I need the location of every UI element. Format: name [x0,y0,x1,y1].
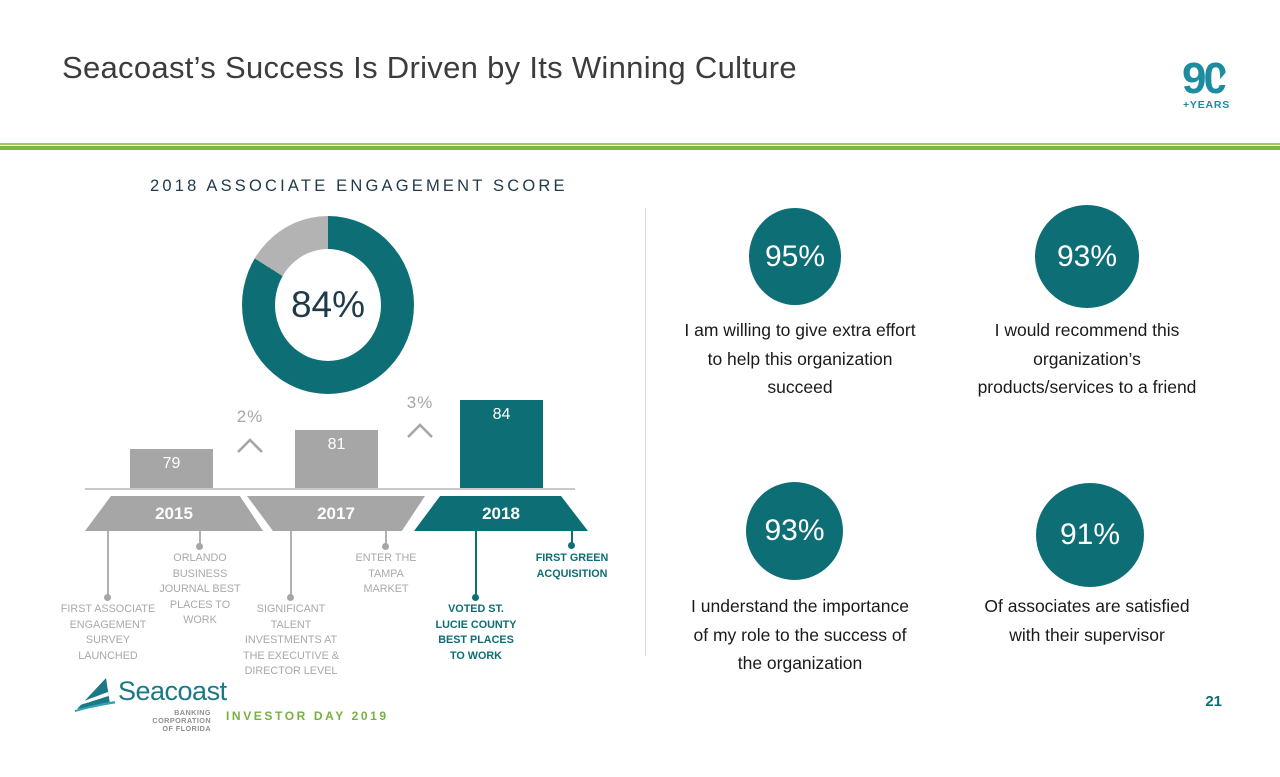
callout-first-associate-survey: FIRST ASSOCIATE ENGAGEMENT SURVEY LAUNCH… [48,602,168,664]
stat-circle-role-importance: 93% [746,482,843,580]
stat-circle-recommend: 93% [1035,205,1139,308]
callout-stem [385,531,387,546]
callout-line: THE EXECUTIVE & [243,649,339,662]
callout-dot [104,594,111,601]
callout-line: INVESTMENTS AT [244,634,338,646]
callout-orlando-best-places: ORLANDO BUSINESS JOURNAL BEST PLACES TO … [140,551,260,629]
callout-dot [568,542,575,549]
callout-dot [196,543,203,550]
callout-st-lucie-best-places: VOTED ST. LUCIE COUNTY BEST PLACES TO WO… [416,602,536,664]
caption-line: the organization [737,653,863,673]
badge-number: 90 [1182,55,1226,103]
caption-line: Of associates are satisfied [984,596,1190,616]
stat-caption-extra-effort: I am willing to give extra effort to hel… [660,316,940,402]
callout-line: BEST PLACES [438,634,514,646]
stat-caption-recommend: I would recommend this organization’s pr… [947,316,1227,402]
stat-caption-supervisor-satisfaction: Of associates are satisfied with their s… [947,592,1227,649]
callout-line: SURVEY [85,634,131,646]
90-years-anniversary-logo: 90 +YEARS [1182,54,1246,113]
callout-line: LUCIE COUNTY [435,618,517,631]
caption-line: with their supervisor [1009,624,1165,645]
caption-line: I would recommend this [994,320,1180,340]
callout-line: MARKET [363,583,409,595]
section-divider [645,208,646,656]
seacoast-logo-wordmark: Seacoast [118,676,227,706]
callout-line: ENTER THE [355,552,417,564]
investor-day-label: INVESTOR DAY 2019 [226,709,389,723]
callout-stem [571,531,573,545]
engagement-score-heading: 2018 ASSOCIATE ENGAGEMENT SCORE [150,177,568,195]
callout-line: TO WORK [450,649,502,662]
year-banner-2015: 2015 [85,496,263,531]
caption-line: of my role to the success of [693,624,907,645]
bar-2015: 79 [130,449,213,488]
caption-line: organization’s [1033,348,1141,369]
caption-line: products/services to a friend [977,377,1197,397]
stat-circle-supervisor-satisfaction: 91% [1036,483,1144,587]
callout-first-green-acquisition: FIRST GREEN ACQUISITION [512,551,632,582]
callout-line: SIGNIFICANT [256,603,326,615]
callout-line: BUSINESS [172,567,228,580]
caption-line: I am willing to give extra effort [684,320,916,340]
change-label-2015-2017: 2% [236,407,264,426]
seacoast-logo-subtitle: BANKING CORPORATION OF FLORIDA [118,709,211,733]
callout-line: ORLANDO [173,552,227,564]
donut-center-label: 84% [290,284,366,325]
callout-line: FIRST GREEN [535,552,609,564]
callout-dot [472,594,479,601]
logo-subtitle-line: BANKING CORPORATION [152,708,211,725]
callout-stem [199,531,201,546]
bar-chart-baseline [85,488,575,490]
increase-chevron-icon [407,423,433,438]
change-label-2017-2018: 3% [406,393,434,412]
callout-line: VOTED ST. [448,603,504,615]
bar-2018: 84 [460,400,543,488]
sail-icon [1215,71,1228,85]
year-banner-2017: 2017 [247,496,425,531]
callout-line: WORK [183,614,217,626]
callout-line: PLACES TO [169,598,231,611]
callout-stem [290,531,292,597]
increase-chevron-icon [237,438,263,453]
callout-stem [107,531,109,597]
callout-line: FIRST ASSOCIATE [60,603,156,615]
callout-enter-tampa-market: ENTER THE TAMPA MARKET [326,551,446,598]
callout-line: ENGAGEMENT [69,618,147,631]
callout-line: TAMPA [368,567,404,580]
callout-line: DIRECTOR LEVEL [244,665,338,677]
engagement-donut-chart: 84% [242,216,414,394]
donut-hole: 84% [275,249,381,361]
slide-title: Seacoast’s Success Is Driven by Its Winn… [62,50,797,85]
callout-line: JOURNAL BEST [159,583,241,595]
bar-2017: 81 [295,430,378,488]
caption-line: I understand the importance [691,596,909,616]
stat-caption-role-importance: I understand the importance of my role t… [660,592,940,678]
logo-subtitle-line: OF FLORIDA [162,724,211,733]
callout-line: ACQUISITION [536,567,608,580]
callout-dot [287,594,294,601]
callout-line: TALENT [270,618,312,631]
stat-circle-extra-effort: 95% [749,208,841,305]
header-divider-rule [0,143,1280,150]
callout-dot [382,543,389,550]
90-years-icon: 90 +YEARS [1182,54,1230,111]
callout-stem [475,531,477,597]
seacoast-sail-icon [75,678,115,712]
callout-talent-investments: SIGNIFICANT TALENT INVESTMENTS AT THE EX… [221,602,361,680]
caption-line: succeed [767,377,833,397]
caption-line: to help this organization [707,348,893,369]
page-number: 21 [1205,693,1222,710]
badge-caption: +YEARS [1183,99,1230,111]
year-banner-2018: 2018 [414,496,588,531]
callout-line: LAUNCHED [78,649,138,662]
